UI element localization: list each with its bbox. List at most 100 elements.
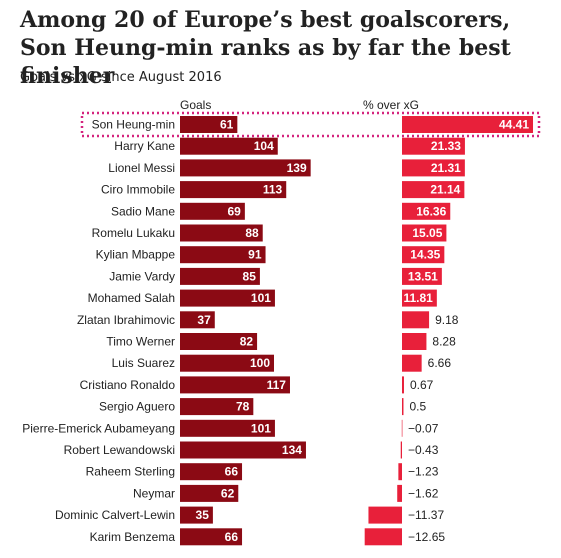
pct-bar: [402, 354, 422, 372]
goals-label: 101: [251, 421, 271, 435]
goals-bar: [180, 159, 311, 177]
pct-bar: [397, 484, 402, 502]
goals-label: 35: [196, 508, 210, 522]
goals-label: 100: [250, 356, 270, 370]
player-name: Harry Kane: [114, 139, 175, 153]
goals-bar: [180, 116, 238, 133]
goals-bar: [180, 398, 254, 416]
chart-title: Among 20 of Europe’s best goalscorers, S…: [20, 7, 511, 89]
player-name: Luis Suarez: [112, 356, 175, 370]
goals-bar: [180, 463, 243, 481]
player-name: Ciro Immobile: [101, 183, 175, 197]
pct-bar: [402, 137, 465, 155]
player-name: Mohamed Salah: [88, 291, 175, 305]
pct-label: −1.62: [408, 486, 439, 500]
goals-label: 91: [248, 248, 262, 262]
goals-label: 61: [220, 118, 234, 132]
goals-label: 139: [287, 161, 307, 175]
goals-bar: [180, 484, 239, 502]
pct-label: 21.14: [430, 183, 460, 197]
goals-label: 78: [236, 400, 250, 414]
goals-label: 69: [228, 204, 242, 218]
player-name: Lionel Messi: [108, 161, 175, 175]
player-name: Raheem Sterling: [86, 465, 175, 479]
player-name: Dominic Calvert-Lewin: [55, 508, 175, 522]
pct-bar: [364, 528, 402, 546]
player-name: Robert Lewandowski: [64, 443, 175, 457]
pct-bar: [368, 506, 402, 524]
player-name: Jamie Vardy: [109, 269, 175, 283]
goals-label: 88: [245, 226, 259, 240]
player-name: Karim Benzema: [90, 530, 176, 544]
pct-bar: [402, 116, 534, 133]
goals-label: 113: [263, 183, 283, 197]
goals-bar: [180, 267, 260, 285]
pct-label: 0.67: [410, 378, 434, 392]
goals-bar: [180, 224, 263, 242]
player-name: Neymar: [133, 486, 175, 500]
pct-bar: [402, 311, 430, 329]
player-name: Romelu Lukaku: [92, 226, 175, 240]
goals-bar: [180, 528, 243, 546]
pct-bar: [402, 159, 465, 177]
goals-bar: [180, 311, 215, 329]
player-name: Zlatan Ibrahimovic: [77, 313, 175, 327]
pct-label: 9.18: [435, 313, 459, 327]
player-name: Sergio Aguero: [99, 400, 175, 414]
pct-label: 15.05: [412, 226, 442, 240]
pct-label: 6.66: [428, 356, 452, 370]
pct-bar: [398, 463, 402, 481]
player-name: Timo Werner: [106, 335, 175, 349]
pct-label: 44.41: [499, 118, 529, 132]
goals-bar: [180, 137, 278, 155]
goals-label: 104: [254, 139, 274, 153]
chart-subtitle: Goals vs xG since August 2016: [20, 70, 222, 85]
goals-label: 134: [282, 443, 302, 457]
pct-bar: [402, 202, 451, 220]
pct-label: −11.37: [408, 508, 444, 522]
pct-bar: [402, 289, 437, 307]
chart-rows: Son Heung-min 61 44.41 Harry Kane 104 21.33 Li…: [22, 111, 541, 546]
pct-label: 13.51: [408, 269, 438, 283]
goals-bar: [180, 202, 245, 220]
goals-bar: [180, 354, 274, 372]
goals-label: 62: [221, 486, 235, 500]
player-name: Son Heung-min: [92, 118, 175, 132]
pct-bar: [402, 267, 442, 285]
goals-bar: [180, 419, 275, 437]
goals-label: 66: [225, 465, 239, 479]
player-name: Sadio Mane: [111, 204, 175, 218]
goals-label: 117: [267, 378, 287, 392]
pct-label: 8.28: [432, 335, 456, 349]
pct-label: −12.65: [408, 530, 445, 544]
pct-bar: [402, 333, 427, 350]
pct-bar: [402, 224, 447, 242]
pct-bar: [401, 419, 403, 437]
goals-label: 66: [225, 530, 239, 544]
pct-label: −0.07: [408, 421, 439, 435]
goals-label: 101: [251, 291, 271, 305]
pct-bar: [402, 376, 404, 394]
player-name: Cristiano Ronaldo: [80, 378, 176, 392]
goals-bar: [180, 246, 266, 264]
goals-label: 37: [197, 313, 211, 327]
goals-bar: [180, 333, 258, 350]
pct-label: 21.33: [431, 139, 461, 153]
pct-label: −1.23: [408, 465, 439, 479]
goals-bar: [180, 506, 213, 524]
pct-label: 0.5: [409, 400, 426, 414]
pct-bar: [402, 181, 465, 199]
pct-label: 11.81: [403, 291, 433, 305]
player-name: Kylian Mbappe: [96, 248, 176, 262]
pct-bar: [402, 246, 445, 264]
goals-bar: [180, 376, 290, 394]
goals-label: 85: [243, 269, 257, 283]
pct-bar: [400, 441, 402, 459]
goals-bar: [180, 441, 306, 459]
pct-bar: [402, 398, 404, 416]
goals-bar: [180, 181, 287, 199]
pct-column-header: % over xG: [363, 98, 419, 112]
pct-label: −0.43: [408, 443, 439, 457]
player-name: Pierre-Emerick Aubameyang: [22, 421, 175, 435]
